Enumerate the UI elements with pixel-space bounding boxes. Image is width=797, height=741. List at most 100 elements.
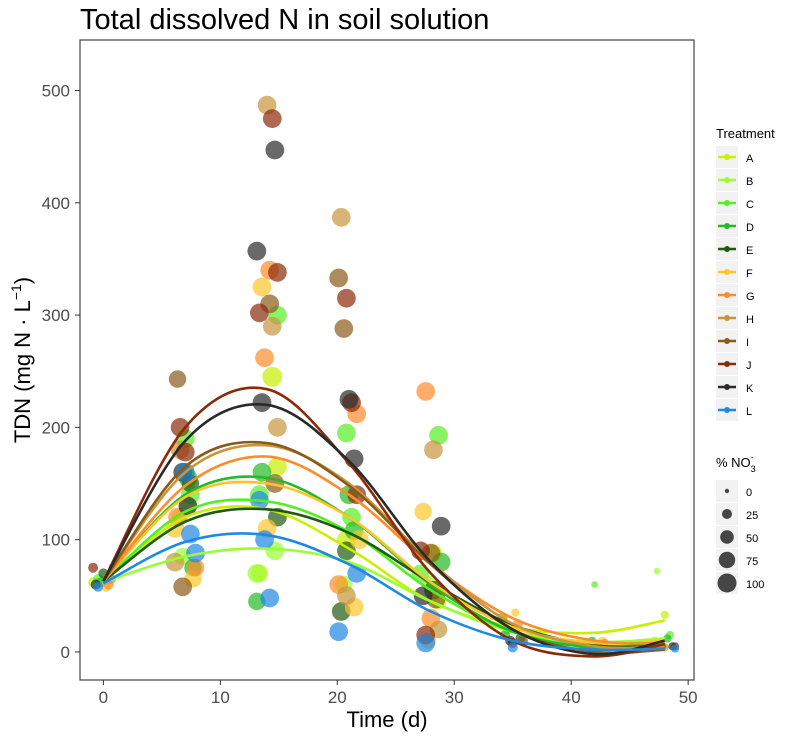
data-point-g [186,559,205,577]
data-point-i [329,268,349,288]
data-point-l [329,622,349,642]
y-axis-label: TDN (mg N · L−1) [8,277,35,443]
data-point-j [175,442,195,462]
data-point-c [591,581,598,588]
x-axis-label: Time (d) [346,707,427,732]
x-tick-label: 50 [679,688,698,707]
size-legend-label: 75 [746,556,758,568]
x-tick-label: 30 [445,688,464,707]
data-point-i [173,577,193,597]
data-point-j [337,288,356,308]
data-point-l [260,588,280,608]
plot-panel [79,39,695,681]
data-point-b [247,563,267,583]
data-point-a [268,457,287,477]
y-axis: 0 100 200 300 400 500 [42,82,80,662]
legend-label-k: K [746,383,754,395]
fit-line-g [102,455,665,645]
fit-line-f [102,480,665,645]
y-tick-label: 100 [42,531,70,550]
data-point-h [262,316,282,336]
data-point-l [347,563,367,583]
data-point-j [268,263,287,282]
fit-line-a [102,505,665,635]
legend-label-b: B [746,176,753,188]
legend-key-dot [724,292,730,298]
legend-key-dot [724,384,730,390]
data-point-k [252,393,272,413]
data-point-h [268,418,287,437]
legend-key-dot [724,177,730,183]
plot-area [88,95,680,658]
size-key-dot [724,488,730,494]
legend-key-dot [724,200,730,206]
data-point-h [337,586,356,606]
legend-key-dot [724,407,730,413]
data-point-j [170,418,190,437]
legend-key-dot [724,361,730,367]
size-legend-title: % NO3 - [716,452,756,474]
size-key-dot [717,573,737,593]
y-tick-label: 200 [42,418,70,437]
data-point-d [663,634,672,643]
size-legend-sup: - [751,452,754,462]
data-point-j [347,485,367,505]
legend-label-e: E [746,245,753,257]
fit-line-l [102,532,665,652]
legend-key-dot [724,315,730,321]
y-tick-label: 0 [61,643,70,662]
size-legend-title-main: % NO [716,455,751,470]
y-axis-label-close: ) [10,277,35,284]
data-point-f [414,502,432,521]
legend-label-c: C [746,199,754,211]
x-tick-label: 40 [562,688,581,707]
data-point-i [334,319,354,338]
legend-key-dot [724,269,730,275]
data-point-a [262,366,283,387]
size-key-dot [720,530,734,544]
size-key-dot [722,509,732,519]
data-point-l [186,543,205,563]
data-point-j [262,109,282,128]
x-tick-label: 10 [211,688,230,707]
data-point-a [660,610,669,620]
legend-label-a: A [746,153,754,165]
y-axis-label-sup: −1 [8,284,24,300]
legend-label-l: L [746,406,752,418]
data-point-k [247,241,267,261]
y-axis-label-group: TDN (mg N · L−1) [8,277,35,443]
data-point-l [507,642,518,653]
legend-key-dot [724,223,730,229]
data-point-g [255,348,274,368]
fit-line-h [102,443,665,650]
size-key-dot [718,551,736,569]
size-legend-label: 25 [746,510,758,522]
data-point-k [339,389,359,409]
data-point-e [337,541,356,561]
data-point-i [168,370,187,388]
y-tick-label: 300 [42,306,70,325]
x-tick-label: 20 [328,688,347,707]
y-tick-label: 500 [42,82,70,101]
legend-label-j: J [746,360,752,372]
data-point-h [424,440,443,460]
size-legend-label: 50 [746,533,758,545]
y-tick-label: 400 [42,194,70,213]
legend-label-d: D [746,222,754,234]
legend-key-dot [724,246,730,252]
x-axis: 0 10 20 30 40 50 [99,680,698,707]
fit-line-k [102,403,666,656]
data-point-j [88,562,99,573]
fit-lines [102,386,666,658]
data-point-f [511,608,520,617]
legend-label-f: F [746,268,753,280]
fit-line-j [102,386,665,658]
chart-title: Total dissolved N in soil solution [80,4,489,36]
data-point-k [178,496,198,516]
data-point-j [250,303,269,323]
legend-label-g: G [746,291,755,303]
size-legend-label: 100 [746,579,764,591]
y-axis-label-main: TDN (mg N · L [10,300,35,443]
legend-key-dot [724,338,730,344]
